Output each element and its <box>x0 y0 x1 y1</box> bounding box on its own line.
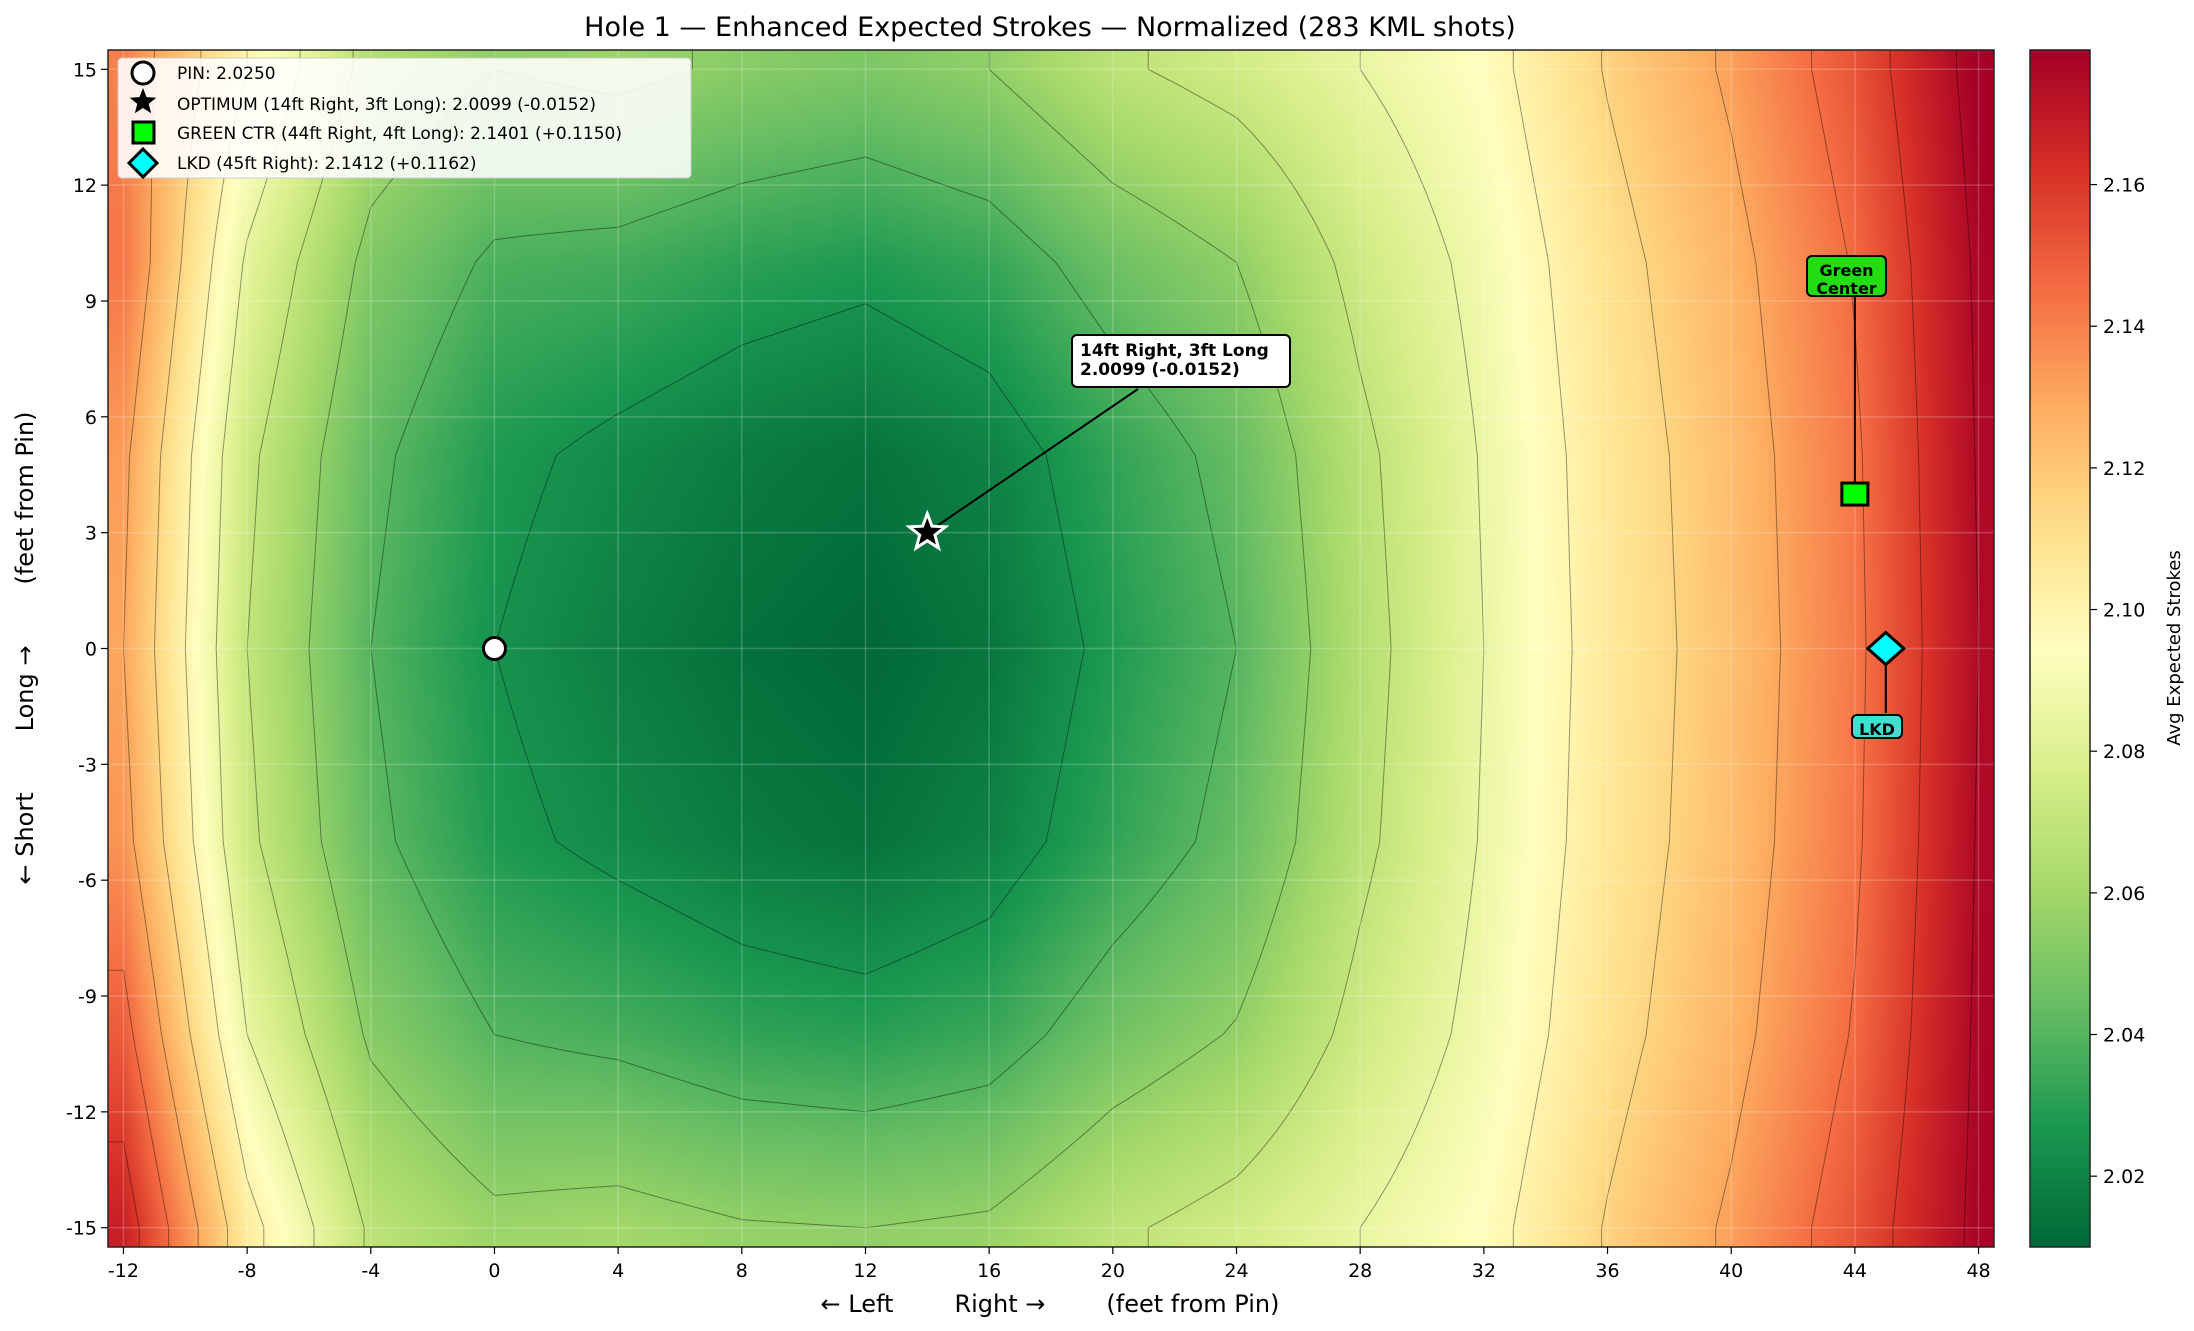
y-tick-label: 0 <box>85 639 97 661</box>
lkd-annotation-text: LKD <box>1859 720 1895 739</box>
y-tick-label: -6 <box>78 870 97 892</box>
x-tick-label: 4 <box>612 1260 624 1282</box>
x-tick-label: 20 <box>1101 1260 1125 1282</box>
green-center-square-icon <box>1840 481 1870 507</box>
colorbar <box>2030 50 2090 1247</box>
contour-line <box>308 50 1312 1229</box>
colorbar-tick-label: 2.08 <box>2103 741 2145 763</box>
x-tick-label: 28 <box>1348 1260 1372 1282</box>
colorbar-tick-label: 2.16 <box>2103 175 2145 197</box>
y-tick-label: 12 <box>73 175 97 197</box>
contour-line <box>108 50 1923 1247</box>
optimum-star-icon <box>905 509 950 552</box>
y-tick-label: -12 <box>66 1102 97 1124</box>
x-tick-label: 12 <box>853 1260 877 1282</box>
contour-line <box>370 156 1237 1113</box>
legend-optimum: OPTIMUM (14ft Right, 3ft Long): 2.0099 (… <box>177 95 596 115</box>
colorbar-label: Avg Expected Strokes <box>2164 550 2185 746</box>
grid-lines <box>108 50 1994 1247</box>
x-tick-label: -4 <box>361 1260 380 1282</box>
y-tick-label: 9 <box>85 291 97 313</box>
optimum-annotation-text: 14ft Right, 3ft Long <box>1080 341 1269 361</box>
y-tick-label: 6 <box>85 407 97 429</box>
optimum-arrow <box>936 388 1139 527</box>
x-tick-label: -8 <box>238 1260 257 1282</box>
legend-diamond-icon <box>126 146 160 180</box>
y-axis: 15 12 9 6 3 0 -3 -6 -9 -12 -15 <box>66 59 108 1240</box>
x-tick-label: 16 <box>977 1260 1001 1282</box>
x-tick-label: 48 <box>1966 1260 1990 1282</box>
x-axis-label: ← Left Right → (feet from Pin) <box>821 1290 1280 1318</box>
lkd-annotation-box <box>1851 714 1903 739</box>
colorbar-frame <box>2029 49 2091 1248</box>
y-tick-label: 15 <box>73 59 97 81</box>
legend-green-ctr: GREEN CTR (44ft Right, 4ft Long): 2.1401… <box>177 124 622 144</box>
x-tick-label: 44 <box>1843 1260 1867 1282</box>
contour-line <box>1956 50 1979 1247</box>
green-center-annotation-text: Green <box>1819 261 1873 280</box>
y-axis-label: ← Short Long → (feet from Pin) <box>11 411 39 884</box>
y-tick-label: -15 <box>66 1218 97 1240</box>
legend-pin: PIN: 2.0250 <box>177 64 276 84</box>
x-tick-label: 40 <box>1719 1260 1743 1282</box>
colorbar-tick-label: 2.12 <box>2103 458 2145 480</box>
optimum-annotation-box <box>1071 334 1291 388</box>
x-tick-label: 32 <box>1472 1260 1496 1282</box>
heatmap <box>108 50 1994 1247</box>
x-tick-label: 0 <box>488 1260 500 1282</box>
legend-box <box>117 57 692 179</box>
lkd-diamond-icon <box>1865 630 1907 667</box>
legend-pin-icon <box>130 60 156 86</box>
x-tick-label: 36 <box>1595 1260 1619 1282</box>
green-center-annotation-box <box>1806 255 1887 297</box>
colorbar-tick-label: 2.06 <box>2103 883 2145 905</box>
colorbar-axis: 2.02 2.04 2.06 2.08 2.10 2.12 2.14 2.16 <box>2090 175 2145 1188</box>
x-tick-label: -12 <box>108 1260 139 1282</box>
legend: PIN: 2.0250 OPTIMUM (14ft Right, 3ft Lon… <box>117 57 692 180</box>
contour-line <box>494 303 1085 975</box>
legend-star-icon <box>129 88 157 114</box>
y-tick-label: -9 <box>78 986 97 1008</box>
green-center-annotation-text: Center <box>1816 279 1876 298</box>
markers <box>481 481 1907 667</box>
x-tick-label: 8 <box>736 1260 748 1282</box>
x-axis: -12 -8 -4 0 4 8 12 16 20 24 28 32 36 40 44 48 <box>108 1247 1991 1282</box>
chart-title: Hole 1 — Enhanced Expected Strokes — Nor… <box>584 12 1516 43</box>
y-tick-label: -3 <box>78 754 97 776</box>
colorbar-tick-label: 2.02 <box>2103 1166 2145 1188</box>
x-tick-label: 24 <box>1224 1260 1248 1282</box>
colorbar-tick-label: 2.04 <box>2103 1025 2145 1047</box>
legend-square-icon <box>131 120 156 145</box>
legend-lkd: LKD (45ft Right): 2.1412 (+0.1162) <box>177 154 477 174</box>
pin-marker-icon <box>481 636 507 661</box>
optimum-annotation-text: 2.0099 (-0.0152) <box>1080 360 1240 380</box>
colorbar-tick-label: 2.14 <box>2103 316 2145 338</box>
colorbar-tick-label: 2.10 <box>2103 600 2145 622</box>
y-tick-label: 3 <box>85 523 97 545</box>
